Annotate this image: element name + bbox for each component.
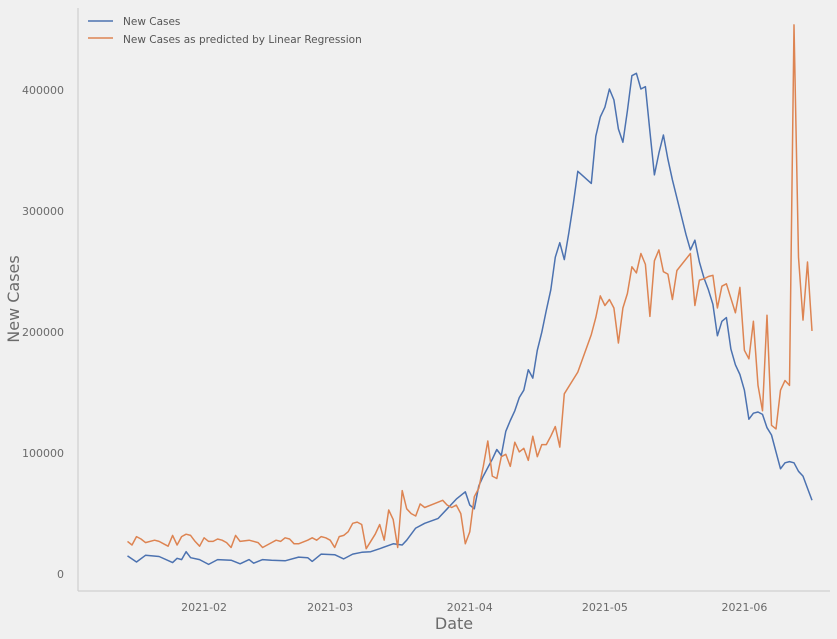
y-tick-label: 200000 <box>22 326 64 339</box>
legend-label-new-cases: New Cases <box>123 16 180 28</box>
y-axis-title: New Cases <box>4 255 23 342</box>
series-line-new-cases <box>127 72 813 566</box>
x-axis-title: Date <box>435 614 473 633</box>
axes <box>77 8 830 592</box>
y-tick-label: 300000 <box>22 205 64 218</box>
y-tick-label: 100000 <box>22 447 64 460</box>
legend-label-predicted-cases: New Cases as predicted by Linear Regress… <box>123 34 362 46</box>
x-tick-label: 2021-06 <box>721 601 767 614</box>
series-line-predicted-cases <box>127 24 813 550</box>
y-tick-labels: 0 100000 200000 300000 400000 <box>22 84 64 581</box>
y-tick-label: 0 <box>57 568 64 581</box>
legend: New Cases New Cases as predicted by Line… <box>88 16 362 46</box>
x-tick-label: 2021-03 <box>307 601 353 614</box>
x-tick-label: 2021-02 <box>181 601 227 614</box>
x-tick-labels: 2021-02 2021-03 2021-04 2021-05 2021-06 <box>181 601 767 614</box>
y-tick-label: 400000 <box>22 84 64 97</box>
x-tick-label: 2021-05 <box>582 601 628 614</box>
x-tick-label: 2021-04 <box>447 601 493 614</box>
series-lines <box>127 24 813 566</box>
